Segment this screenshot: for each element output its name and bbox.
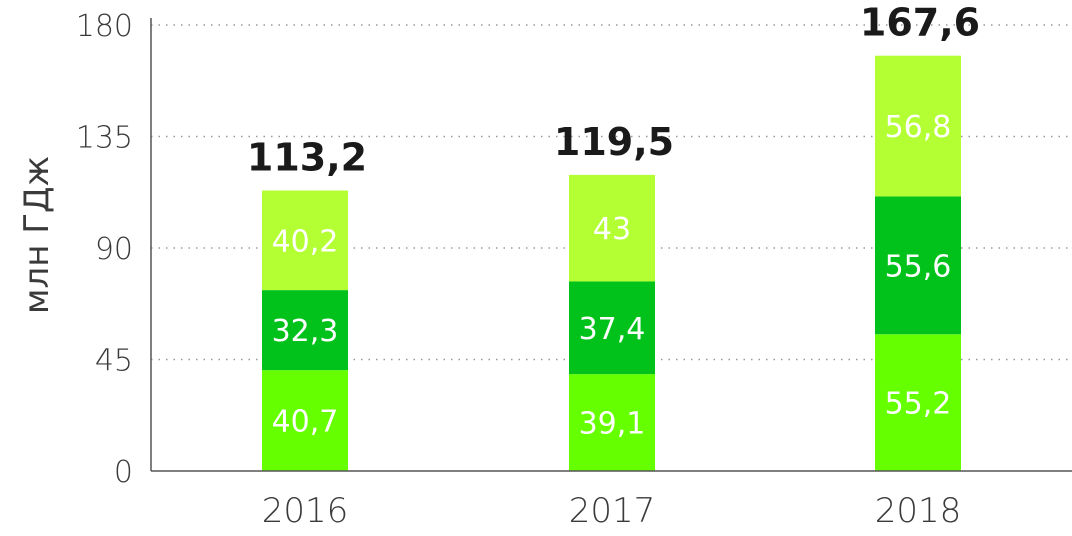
bars: 40,7 32,3 40,2 113,2 39,1 37,4 43 119,5 55,2 55,6… [247, 1, 980, 471]
x-tick-label: 2017 [569, 491, 656, 531]
x-tick-label: 2016 [262, 491, 349, 531]
bar-segment [875, 334, 961, 471]
y-tick-label: 180 [76, 9, 133, 44]
total-value-label: 119,5 [554, 120, 674, 164]
x-axis-ticks: 2016 2017 2018 [262, 491, 962, 531]
y-tick-label: 135 [76, 121, 133, 156]
bar-segment [875, 55, 961, 197]
total-value-label: 167,6 [860, 1, 980, 45]
y-axis-ticks: 0 45 90 135 180 [76, 9, 133, 490]
bar-segment [262, 190, 348, 291]
segment-value-label: 40,2 [272, 224, 339, 259]
y-tick-label: 45 [95, 344, 133, 379]
segment-value-label: 55,2 [885, 387, 952, 422]
bar-segment [569, 281, 655, 375]
total-value-label: 113,2 [247, 136, 367, 180]
bar-segment [569, 174, 655, 282]
segment-value-label: 55,6 [885, 249, 952, 284]
bar-segment [569, 374, 655, 471]
segment-value-label: 56,8 [885, 110, 952, 145]
y-tick-label: 0 [114, 455, 133, 490]
segment-value-label: 43 [593, 212, 631, 247]
segment-value-label: 39,1 [579, 407, 646, 442]
y-axis-label: млн ГДж [17, 156, 57, 314]
bar-segment [262, 290, 348, 371]
segment-value-label: 40,7 [272, 405, 339, 440]
bar-segment [875, 196, 961, 335]
y-tick-label: 90 [95, 232, 133, 267]
bar-segment [262, 370, 348, 471]
segment-value-label: 32,3 [272, 314, 339, 349]
x-tick-label: 2018 [875, 491, 962, 531]
segment-value-label: 37,4 [579, 312, 646, 347]
